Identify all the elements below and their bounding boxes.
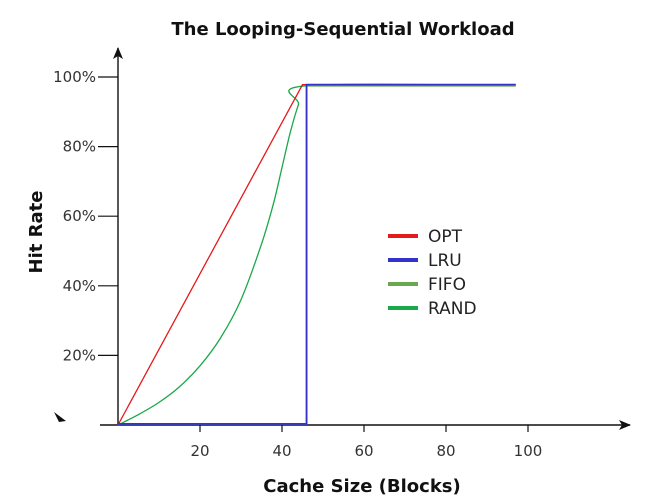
ticks: 20 40 60 80 100 20% 40% 60% 80% 100% xyxy=(53,68,542,460)
y-tick-label-20: 20% xyxy=(63,346,96,364)
x-tick-label-80: 80 xyxy=(436,442,455,460)
x-tick-label-100: 100 xyxy=(514,442,543,460)
y-tick-label-100: 100% xyxy=(53,68,96,86)
x-tick-label-60: 60 xyxy=(354,442,373,460)
series-line-rand xyxy=(117,83,516,426)
y-tick-label-80: 80% xyxy=(63,138,96,156)
origin-arrow-icon xyxy=(54,412,66,422)
legend: OPT LRU FIFO RAND xyxy=(388,227,477,319)
chart-title: The Looping-Sequential Workload xyxy=(171,19,514,40)
y-axis-label: Hit Rate xyxy=(26,191,47,274)
y-tick-label-60: 60% xyxy=(63,207,96,225)
y-tick-label-40: 40% xyxy=(63,277,96,295)
x-axis-label: Cache Size (Blocks) xyxy=(263,476,460,497)
legend-label-lru: LRU xyxy=(428,251,462,271)
series-lines xyxy=(117,83,516,426)
x-tick-label-40: 40 xyxy=(272,442,291,460)
legend-label-opt: OPT xyxy=(428,227,463,247)
legend-label-rand: RAND xyxy=(428,299,477,319)
x-tick-label-20: 20 xyxy=(190,442,209,460)
legend-label-fifo: FIFO xyxy=(428,275,466,295)
series-line-lru xyxy=(118,83,516,425)
